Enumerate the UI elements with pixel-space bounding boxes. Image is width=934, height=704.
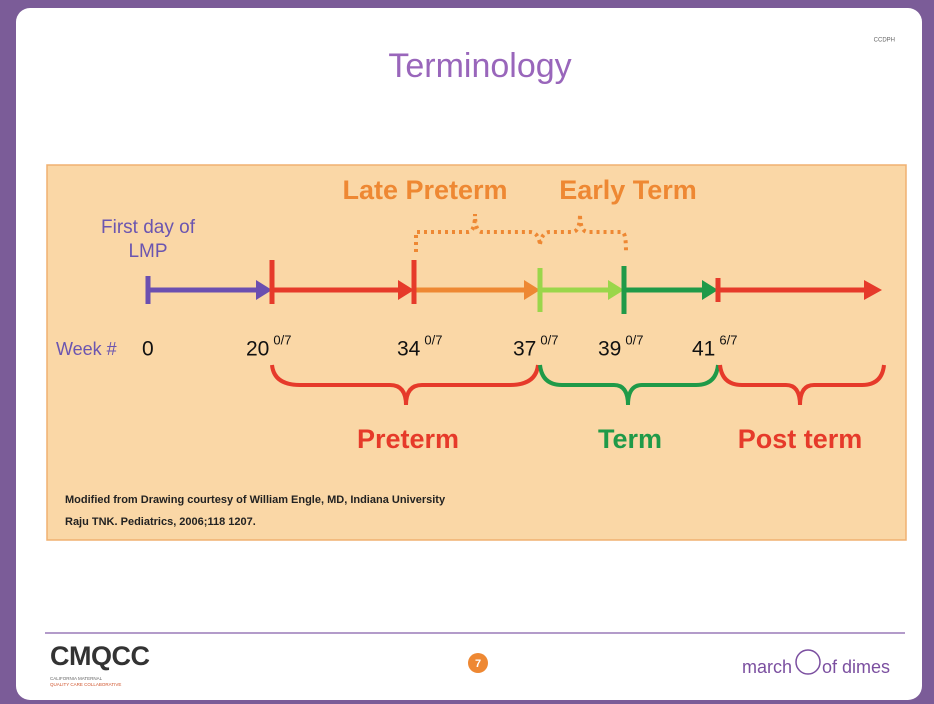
arrowhead <box>864 280 882 300</box>
week-fraction: 0/7 <box>625 332 643 347</box>
week-number: 0 <box>142 338 154 361</box>
page-number: 7 <box>475 658 481 670</box>
logo: CMQCC <box>50 641 150 671</box>
logo-sub: QUALITY CARE COLLABORATIVE <box>50 682 121 687</box>
period-label: Term <box>598 424 662 454</box>
brace <box>718 364 886 406</box>
early-term: Early Term <box>559 175 697 205</box>
credit: Modified from Drawing courtesy of Willia… <box>65 494 446 506</box>
lmp-label: LMP <box>128 241 167 262</box>
credit: Raju TNK. Pediatrics, 2006;118 1207. <box>65 516 256 528</box>
week-labels: 0 20 0/7 34 0/7 37 0/7 39 0/7 41 6/7 <box>142 332 737 360</box>
week-number: 41 <box>692 338 715 361</box>
arrowhead <box>524 280 540 300</box>
corner-tag: CCDPH <box>874 38 895 44</box>
brand: march <box>742 657 792 677</box>
timeline <box>145 260 882 314</box>
title: Terminology <box>388 47 571 85</box>
week-number: 20 <box>246 338 269 361</box>
week-label: Week # <box>56 339 117 359</box>
brand-icon <box>795 649 821 675</box>
week-number: 34 <box>397 338 421 361</box>
brand: of dimes <box>822 657 890 677</box>
logo-sub: CALIFORNIA MATERNAL <box>50 676 103 681</box>
late-preterm: Late Preterm <box>342 175 507 205</box>
week-fraction: 0/7 <box>540 332 558 347</box>
week-number: 37 <box>513 338 536 361</box>
week-fraction: 0/7 <box>273 332 291 347</box>
period-label: Post term <box>738 424 863 454</box>
week-number: 39 <box>598 338 621 361</box>
arrowhead <box>398 280 414 300</box>
brace <box>538 364 720 406</box>
lmp-label: First day of <box>101 217 196 238</box>
page-badge <box>468 653 488 673</box>
arrowhead <box>256 280 272 300</box>
period-label: Preterm <box>357 424 459 454</box>
week-fraction: 0/7 <box>424 332 442 347</box>
dotted-brackets <box>414 213 628 253</box>
braces <box>270 364 886 406</box>
week-fraction: 6/7 <box>719 332 737 347</box>
late-bracket <box>414 213 542 252</box>
arrowhead <box>608 280 624 300</box>
brace <box>270 364 540 406</box>
arrowhead <box>702 280 718 300</box>
